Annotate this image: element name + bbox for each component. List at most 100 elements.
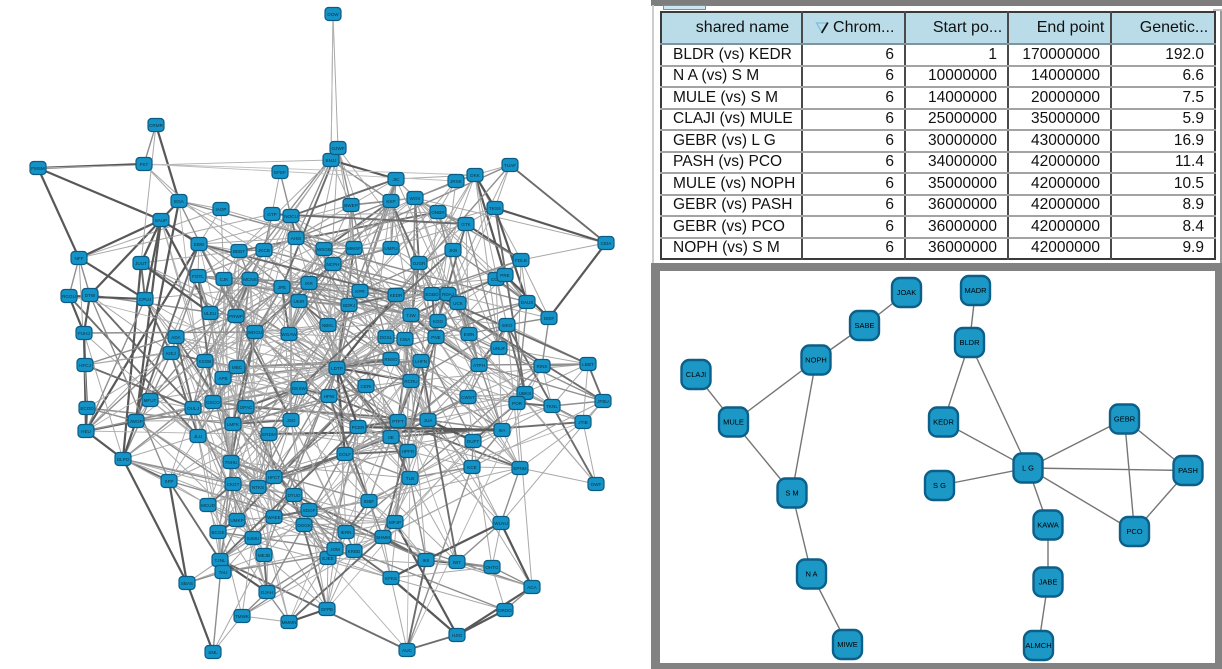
svg-text:JKCB: JKCB xyxy=(258,248,270,253)
svg-text:HPFR: HPFR xyxy=(402,449,415,454)
svg-text:HJIG: HJIG xyxy=(452,633,463,638)
svg-text:UBKS: UBKS xyxy=(519,391,532,396)
svg-text:TMWK: TMWK xyxy=(235,614,250,619)
svg-text:PASH: PASH xyxy=(1178,466,1198,475)
svg-text:LHFN: LHFN xyxy=(415,359,427,364)
svg-text:DLPO: DLPO xyxy=(117,457,130,462)
svg-text:TJW: TJW xyxy=(406,313,416,318)
svg-text:IIE: IIE xyxy=(388,435,394,440)
svg-text:KPR: KPR xyxy=(355,289,365,294)
svg-text:FDLB: FDLB xyxy=(515,258,527,263)
svg-text:FKT: FKT xyxy=(140,162,149,167)
svg-text:WAEE: WAEE xyxy=(267,515,280,520)
svg-text:EGBO: EGBO xyxy=(425,292,439,297)
svg-text:KEDR: KEDR xyxy=(390,293,403,298)
svg-text:ALMCH: ALMCH xyxy=(1025,641,1051,650)
svg-text:RNSO: RNSO xyxy=(384,357,398,362)
svg-text:TKNL: TKNL xyxy=(546,404,558,409)
svg-text:UMKP: UMKP xyxy=(230,518,243,523)
svg-text:KEDR: KEDR xyxy=(933,418,954,427)
svg-text:MCNS: MCNS xyxy=(243,277,257,282)
svg-text:OHTG: OHTG xyxy=(485,565,499,570)
svg-text:SML: SML xyxy=(208,650,218,655)
svg-text:EOLF: EOLF xyxy=(339,452,351,457)
svg-text:RDAJ: RDAJ xyxy=(442,292,454,297)
svg-text:SHMM: SHMM xyxy=(376,535,390,540)
svg-text:FUHJ: FUHJ xyxy=(78,331,90,336)
svg-text:JUA: JUA xyxy=(424,418,434,423)
svg-text:AUC: AUC xyxy=(402,648,412,653)
svg-text:APB: APB xyxy=(218,376,227,381)
svg-text:JFBU: JFBU xyxy=(597,399,608,404)
svg-text:JKB: JKB xyxy=(449,248,457,253)
svg-text:JRSK: JRSK xyxy=(450,179,463,184)
svg-text:DTUO: DTUO xyxy=(287,493,300,498)
svg-text:GEBR: GEBR xyxy=(1114,415,1136,424)
svg-text:MWSF: MWSF xyxy=(347,246,361,251)
svg-text:ERDM: ERDM xyxy=(262,432,276,437)
svg-text:JIC: JIC xyxy=(393,177,401,182)
svg-text:SDOF: SDOF xyxy=(303,508,316,513)
svg-text:OULJ: OULJ xyxy=(187,406,199,411)
svg-text:PCO: PCO xyxy=(1126,527,1142,536)
svg-text:S G: S G xyxy=(933,481,946,490)
svg-text:BLDR: BLDR xyxy=(959,338,980,347)
svg-text:EBW: EBW xyxy=(194,242,205,247)
svg-text:CRMR: CRMR xyxy=(149,123,163,128)
svg-text:TUAF: TUAF xyxy=(504,163,516,168)
svg-text:PNE: PNE xyxy=(431,335,440,340)
svg-text:ATPH: ATPH xyxy=(473,363,485,368)
svg-text:GTK: GTK xyxy=(461,222,471,227)
svg-text:UMFU: UMFU xyxy=(384,246,397,251)
svg-text:EGA: EGA xyxy=(174,199,185,204)
svg-text:NFF: NFF xyxy=(75,256,84,261)
svg-text:CPUJ: CPUJ xyxy=(139,297,151,302)
svg-text:LDTP: LDTP xyxy=(331,366,343,371)
svg-text:IAOP: IAOP xyxy=(216,207,227,212)
svg-text:UCK: UCK xyxy=(453,301,464,306)
svg-text:MBC: MBC xyxy=(232,365,243,370)
svg-text:SABE: SABE xyxy=(854,321,874,330)
svg-text:KIEJ: KIEJ xyxy=(166,351,176,356)
svg-text:KFKS: KFKS xyxy=(385,576,397,581)
svg-text:N A: N A xyxy=(805,570,817,579)
svg-text:BDRJ: BDRJ xyxy=(343,303,355,308)
svg-text:CWA: CWA xyxy=(400,337,411,342)
svg-text:OWF: OWF xyxy=(591,482,602,487)
svg-text:KSOB: KSOB xyxy=(199,359,212,364)
svg-text:CWST: CWST xyxy=(461,395,475,400)
svg-text:IDBF: IDBF xyxy=(364,499,375,504)
svg-text:JUUT: JUUT xyxy=(135,261,147,266)
svg-text:SBAS: SBAS xyxy=(181,581,193,586)
svg-text:NCPH: NCPH xyxy=(326,262,339,267)
svg-text:JOAK: JOAK xyxy=(897,288,917,297)
svg-text:ACA: ACA xyxy=(527,585,537,590)
svg-text:LBBT: LBBT xyxy=(582,362,594,367)
svg-text:OGGK: OGGK xyxy=(297,523,312,528)
svg-text:CERI: CERI xyxy=(361,384,372,389)
svg-text:HPW: HPW xyxy=(324,394,335,399)
svg-text:UKIR: UKIR xyxy=(294,299,306,304)
svg-text:BCGE: BCGE xyxy=(211,530,224,535)
svg-text:NOPH: NOPH xyxy=(805,356,827,365)
svg-text:DRDO: DRDO xyxy=(498,608,512,613)
svg-text:JWOP: JWOP xyxy=(129,419,142,424)
svg-text:RGGU: RGGU xyxy=(62,294,76,299)
svg-text:GTP: GTP xyxy=(267,212,276,217)
svg-text:HEU: HEU xyxy=(81,429,91,434)
svg-text:IERN: IERN xyxy=(341,530,352,535)
svg-text:HFCT: HFCT xyxy=(268,475,280,480)
svg-text:SAUP: SAUP xyxy=(155,218,168,223)
svg-text:EWN: EWN xyxy=(464,332,475,337)
svg-text:PTFT: PTFT xyxy=(392,419,404,424)
svg-text:LMFK: LMFK xyxy=(227,422,240,427)
svg-text:DAUS: DAUS xyxy=(521,300,534,305)
svg-text:WLNU: WLNU xyxy=(494,521,508,526)
svg-text:ONBR: ONBR xyxy=(431,210,445,215)
svg-text:UNUF: UNUF xyxy=(493,346,506,351)
svg-text:TKSS: TKSS xyxy=(489,206,501,211)
svg-text:JPE: JPE xyxy=(278,285,286,290)
svg-text:TNHU: TNHU xyxy=(225,460,238,465)
svg-text:KGG: KGG xyxy=(433,319,444,324)
svg-text:JSO: JSO xyxy=(287,418,296,423)
